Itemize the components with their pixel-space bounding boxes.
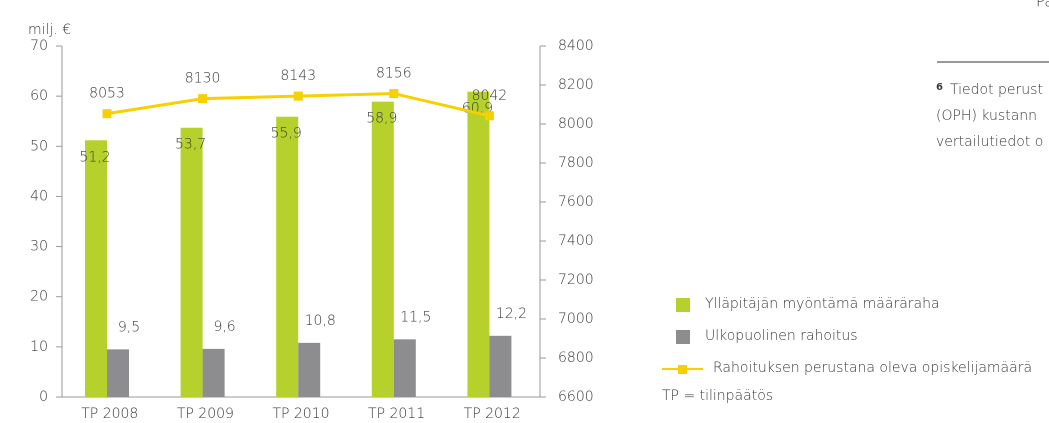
y2-tick-label: 6600 xyxy=(558,389,594,405)
y-tick-label: 20 xyxy=(30,289,48,305)
y2-tick-label: 8000 xyxy=(558,116,594,132)
y2-tick-label: 7800 xyxy=(558,155,594,171)
legend-label: Rahoituksen perustana oleva opiskelijamä… xyxy=(713,360,1032,376)
y2-tick-label: 6800 xyxy=(558,350,594,366)
x-tick-label: TP 2012 xyxy=(464,406,521,422)
y-tick-label: 30 xyxy=(30,239,48,255)
bar xyxy=(276,116,299,398)
y-tick-label: 0 xyxy=(39,389,48,405)
legend-swatch xyxy=(676,298,690,312)
legend-marker xyxy=(678,365,687,374)
bar xyxy=(393,339,416,397)
footnote-line: Tiedot perust xyxy=(950,82,1043,98)
page-header: Päätöksenteko xyxy=(1036,0,1049,11)
y2-tick-label: 7600 xyxy=(558,194,594,210)
line-marker xyxy=(293,91,303,101)
bar-label: 9,5 xyxy=(118,319,140,335)
line-marker xyxy=(389,89,399,99)
legend-label: Ulkopuolinen rahoitus xyxy=(705,328,858,344)
footnote-marker: 6 xyxy=(936,82,943,93)
bar xyxy=(107,349,129,397)
x-tick-label: TP 2011 xyxy=(368,406,425,422)
bar xyxy=(180,127,203,398)
bar xyxy=(467,91,490,397)
note: TP = tilinpäätös xyxy=(662,388,773,404)
bar xyxy=(371,101,394,397)
y-axis-label: milj. € xyxy=(28,22,71,38)
bar-label: 55,9 xyxy=(271,126,302,142)
y2-tick-label: 7400 xyxy=(558,233,594,249)
line-label: 8130 xyxy=(185,71,221,87)
y2-tick-label: 7000 xyxy=(558,311,594,327)
y-tick-label: 40 xyxy=(30,188,48,204)
y-tick-label: 60 xyxy=(30,88,48,104)
bar-label: 51,2 xyxy=(79,149,110,165)
y2-tick-label: 8200 xyxy=(558,77,594,93)
y2-tick-label: 7200 xyxy=(558,272,594,288)
bar-label: 11,5 xyxy=(400,309,431,325)
y-tick-label: 70 xyxy=(30,38,48,54)
bar-label: 53,7 xyxy=(175,137,206,153)
line-label: 8042 xyxy=(472,88,508,104)
line-label: 8143 xyxy=(280,68,316,84)
y-tick-label: 50 xyxy=(30,138,48,154)
footnote-line: (OPH) kustann xyxy=(936,108,1037,124)
y2-tick-label: 8400 xyxy=(558,38,594,54)
line-marker xyxy=(102,109,112,119)
y-tick-label: 10 xyxy=(30,339,48,355)
x-tick-label: TP 2010 xyxy=(272,406,329,422)
x-tick-label: TP 2008 xyxy=(81,406,138,422)
bar-label: 58,9 xyxy=(366,111,397,127)
line-marker xyxy=(198,94,208,104)
bar xyxy=(489,335,512,397)
bar-label: 9,6 xyxy=(213,319,235,335)
bar-label: 12,2 xyxy=(496,306,527,322)
x-tick-label: TP 2009 xyxy=(177,406,234,422)
bar xyxy=(202,348,225,397)
line-label: 8156 xyxy=(376,66,412,82)
footnote-line: vertailutiedot o xyxy=(936,134,1043,150)
legend-label: Ylläpitäjän myöntämä määräraha xyxy=(705,296,940,312)
line-marker xyxy=(484,111,494,121)
line-label: 8053 xyxy=(89,86,125,102)
legend-swatch xyxy=(676,330,690,344)
bar xyxy=(85,140,107,398)
bar xyxy=(298,342,321,397)
bar-label: 10,8 xyxy=(305,313,336,329)
